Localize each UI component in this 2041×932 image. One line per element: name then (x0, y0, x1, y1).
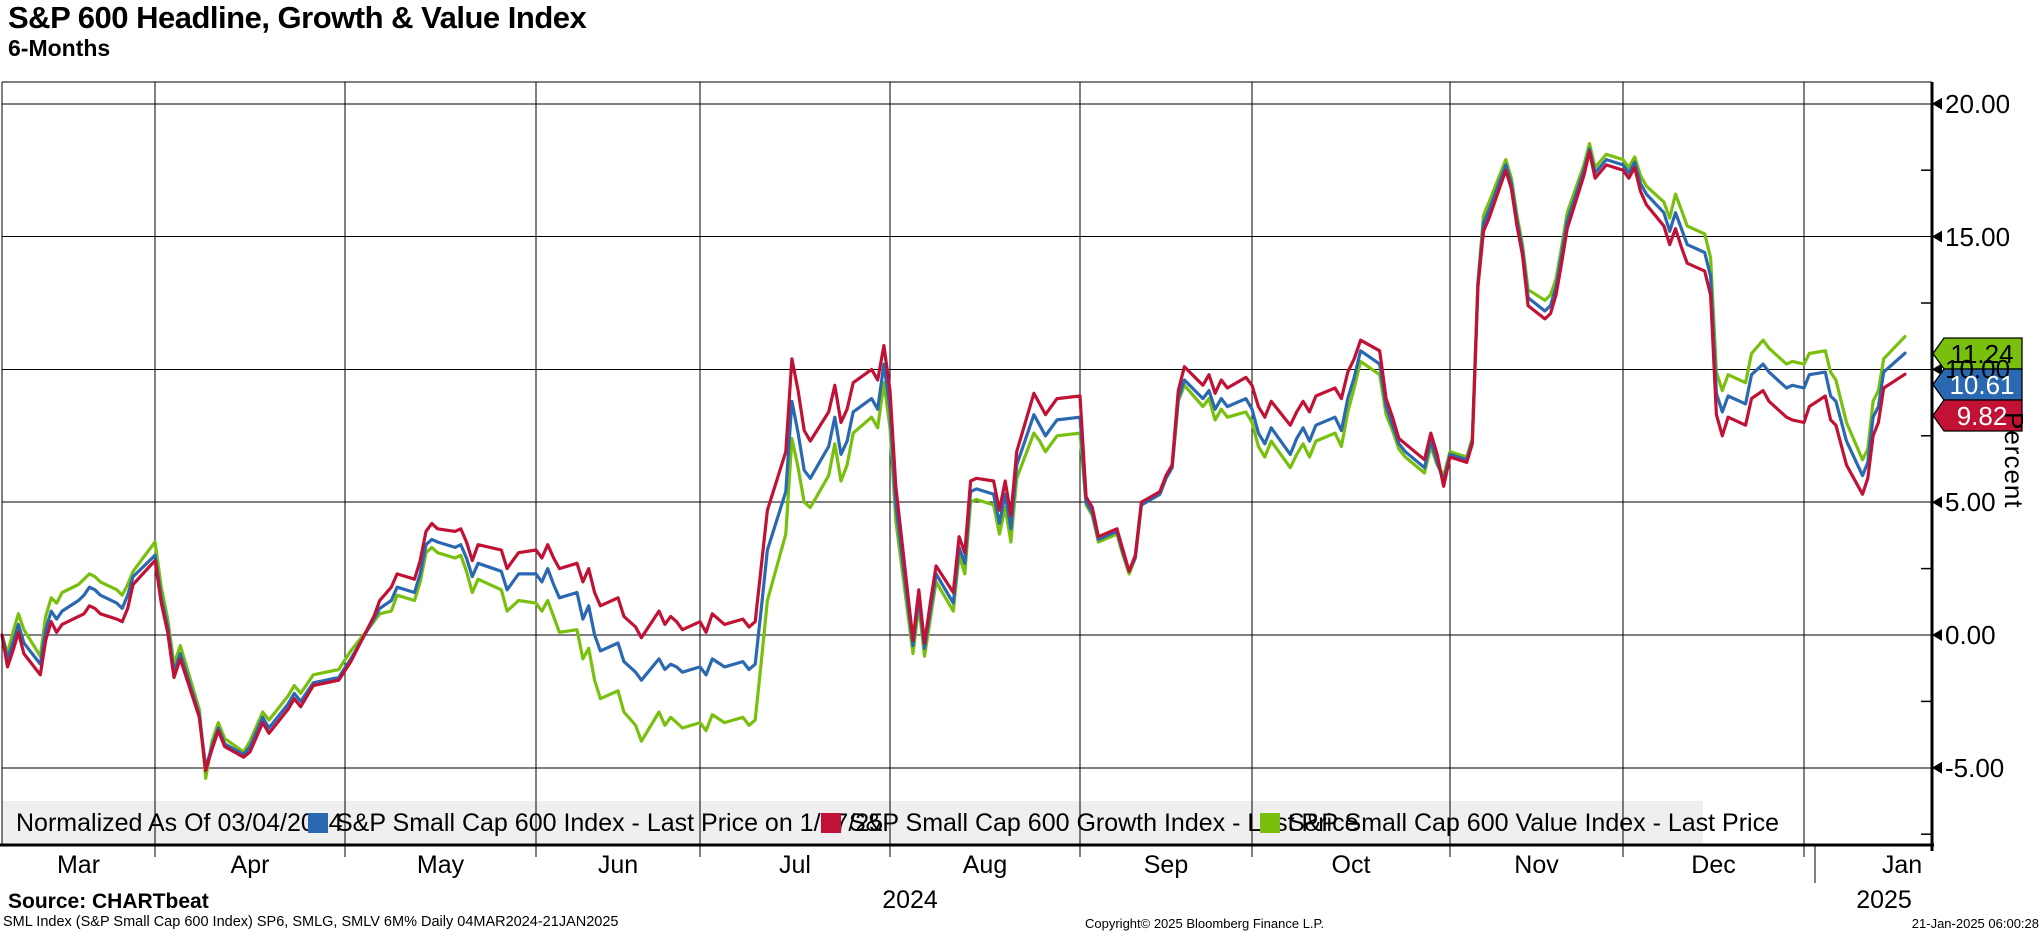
x-tick-label-month: Jul (779, 851, 811, 879)
y-major-tick-arrow (1932, 761, 1942, 774)
ticker-description: SML Index (S&P Small Cap 600 Index) SP6,… (3, 914, 619, 930)
x-tick-label-month: May (416, 851, 465, 879)
source-label: Source: CHARTbeat (8, 890, 209, 913)
series-line-growth (0, 150, 1907, 773)
x-tick-label-month: Dec (1691, 851, 1736, 879)
y-major-tick-arrow (1932, 363, 1942, 376)
legend-swatch-icon (821, 813, 841, 833)
legend-swatch-icon (308, 813, 328, 833)
x-tick-label-month: Mar (56, 851, 101, 879)
y-tick-label: 15.00 (1945, 221, 2011, 252)
legend-item-label: S&P Small Cap 600 Index - Last Price on … (336, 808, 884, 837)
y-tick-label: 10.00 (1945, 354, 2011, 385)
series-line-index (0, 147, 1907, 770)
chart-subtitle: 6-Months (8, 35, 111, 61)
y-tick-label: -5.00 (1945, 752, 2005, 783)
legend-swatch-icon (1260, 813, 1280, 833)
page-title: S&P 600 Headline, Growth & Value Index (8, 0, 587, 35)
x-tick-label-month: Jan (1881, 851, 1923, 879)
x-tick-label-month: Aug (962, 851, 1008, 879)
last-price-tag-index: 10.61 (1949, 370, 2015, 400)
x-tick-label-month: Jun (597, 851, 639, 879)
x-tick-label-month: Apr (230, 851, 270, 879)
legend-item[interactable]: S&P Small Cap 600 Index - Last Price on … (308, 803, 883, 843)
legend-strip (2, 801, 1703, 844)
x-tick-label-year: 2025 (1856, 886, 1912, 914)
y-major-tick-arrow (1932, 496, 1942, 509)
y-tick-label: 0.00 (1945, 620, 1996, 650)
y-major-tick-arrow (1932, 629, 1942, 641)
copyright-notice: Copyright© 2025 Bloomberg Finance L.P. (1085, 916, 1325, 931)
x-tick-label-month: Sep (1143, 851, 1189, 879)
series-line-value (0, 142, 1907, 781)
x-tick-label-year: 2024 (882, 886, 938, 914)
legend-normalized-note: Normalized As Of 03/04/2024 (16, 808, 343, 837)
last-price-tag-value: 11.24 (1950, 339, 2014, 369)
y-major-tick-arrow (1932, 230, 1942, 243)
last-price-tag-shape-growth (1932, 399, 2023, 432)
last-price-tag-shape-value (1932, 337, 2023, 370)
y-tick-label: 5.00 (1945, 487, 1996, 518)
legend-item-label: S&P Small Cap 600 Value Index - Last Pri… (1288, 808, 1780, 837)
y-axis-unit-label: Percent (1999, 412, 2029, 509)
y-major-tick-arrow (1932, 97, 1942, 110)
legend-item[interactable]: S&P Small Cap 600 Value Index - Last Pri… (1260, 803, 1779, 843)
y-tick-label: 20.00 (1945, 88, 2011, 119)
last-price-tag-shape-index (1932, 368, 2023, 401)
last-price-tag-growth: 9.82 (1956, 401, 2008, 431)
x-tick-label-month: Nov (1514, 851, 1559, 879)
x-tick-label-month: Oct (1331, 851, 1371, 879)
timestamp: 21-Jan-2025 06:00:28 (1911, 916, 2039, 931)
